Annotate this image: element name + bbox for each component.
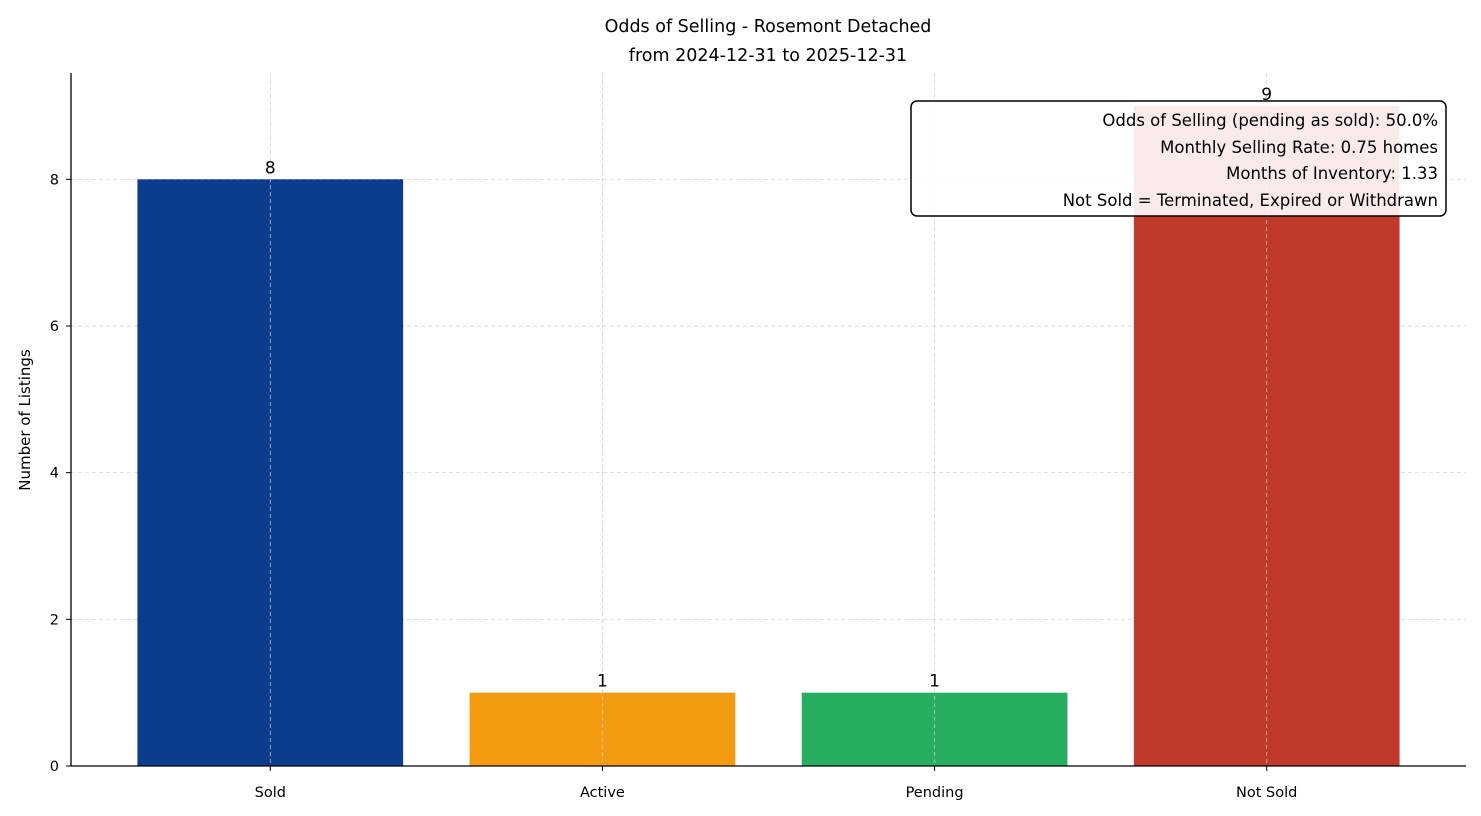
x-ticks: Sold Active Pending Not Sold [255,766,1297,801]
x-tick-label: Not Sold [1236,785,1297,801]
y-tick-label: 4 [50,466,59,482]
annotation-line: Monthly Selling Rate: 0.75 homes [1160,138,1438,157]
data-label: 1 [597,672,608,692]
annotation-box: Odds of Selling (pending as sold): 50.0%… [910,100,1447,217]
y-tick-label: 8 [50,172,59,188]
data-label: 8 [265,158,276,178]
data-label: 1 [929,672,940,692]
annotation-line: Not Sold = Terminated, Expired or Withdr… [1063,191,1438,210]
chart-title: Odds of Selling - Rosemont Detached [605,17,932,37]
y-axis-label: Number of Listings [16,349,34,491]
data-labels: 8 1 1 9 [265,85,1272,692]
data-label: 9 [1261,85,1272,105]
chart-subtitle: from 2024-12-31 to 2025-12-31 [629,46,907,66]
y-tick-label: 6 [50,319,59,335]
x-tick-label: Sold [255,785,286,801]
annotation-line: Odds of Selling (pending as sold): 50.0% [1102,111,1438,130]
y-tick-label: 2 [50,612,59,628]
x-tick-label: Pending [906,785,964,801]
annotation-line: Months of Inventory: 1.33 [1226,164,1438,183]
y-tick-label: 0 [50,759,59,775]
x-tick-label: Active [580,785,625,801]
y-ticks: 0 2 4 6 8 [50,172,71,775]
